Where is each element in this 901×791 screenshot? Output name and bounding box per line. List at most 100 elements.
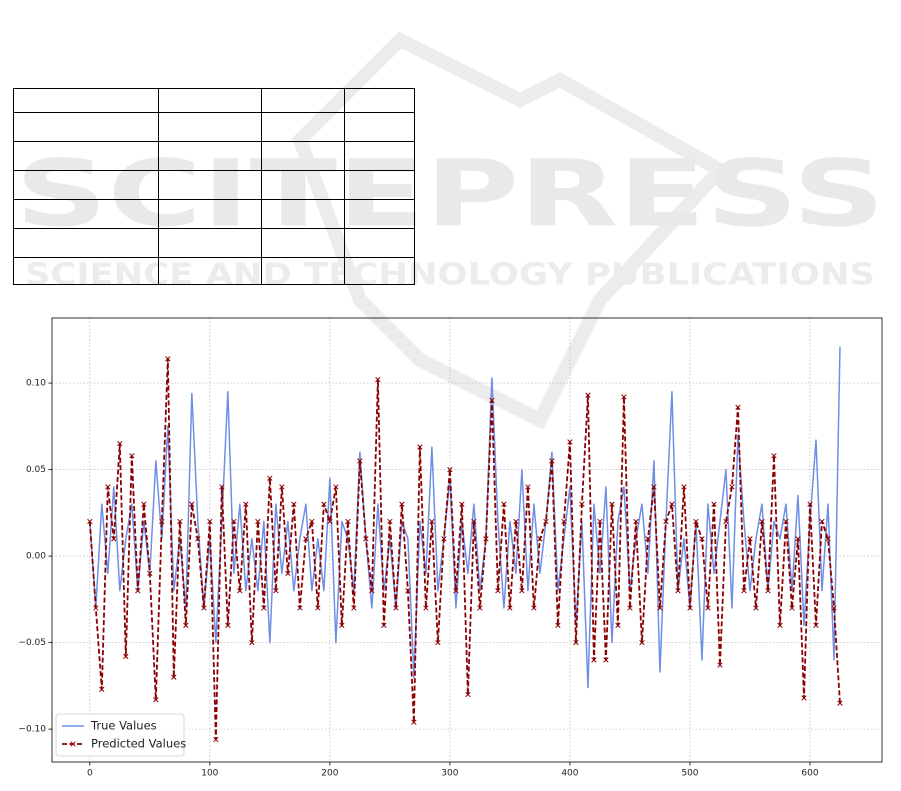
data-point: [171, 674, 177, 680]
data-point: [825, 536, 831, 542]
table-border: [13, 88, 415, 285]
data-point: [345, 518, 351, 525]
data-point: [327, 518, 333, 525]
data-point: [645, 536, 651, 542]
data-point: [411, 719, 417, 725]
data-point: [585, 392, 591, 398]
data-point: [201, 605, 207, 611]
x-tick-label: 300: [441, 769, 458, 779]
data-point: [597, 518, 603, 525]
data-point: [297, 605, 303, 611]
data-point: [375, 376, 381, 383]
watermark-subtitle: SCIENCE AND TECHNOLOGY PUBLICATIONS: [25, 258, 875, 293]
data-point: [243, 501, 249, 507]
data-point: [801, 695, 807, 701]
data-point: [99, 686, 105, 692]
data-point: [177, 518, 183, 525]
data-point: [555, 622, 561, 628]
data-point: [111, 536, 117, 542]
data-point: [423, 605, 429, 611]
watermark-title: SCITEPRESS: [15, 140, 885, 247]
data-point: [591, 657, 597, 663]
data-point: [561, 518, 567, 525]
data-point: [195, 536, 201, 542]
data-point: [441, 536, 447, 542]
data-point: [837, 700, 843, 706]
plot-frame: [51, 317, 883, 763]
data-point: [609, 501, 615, 507]
data-point: [813, 622, 819, 628]
data-point: [789, 605, 795, 611]
data-point: [669, 501, 675, 507]
data-point: [573, 639, 579, 646]
x-tick-label: 200: [321, 769, 338, 779]
data-point: [747, 536, 753, 542]
y-tick-label: 0.00: [26, 552, 46, 562]
y-tick-label: 0.10: [26, 379, 46, 389]
data-point: [783, 518, 789, 525]
data-point: [759, 518, 765, 525]
data-point: [255, 518, 261, 525]
data-point: [237, 588, 243, 594]
data-point: [285, 570, 291, 577]
data-point: [531, 605, 537, 611]
data-point: [351, 605, 357, 611]
watermark: SCITEPRESS SCIENCE AND TECHNOLOGY PUBLIC…: [15, 31, 885, 430]
data-point: [393, 605, 399, 611]
data-point: [249, 639, 255, 646]
data-point: [537, 536, 543, 542]
data-point: [369, 588, 375, 594]
data-point: [315, 605, 321, 611]
data-point: [681, 484, 687, 490]
data-point: [183, 622, 189, 628]
data-point: [513, 518, 519, 525]
series-line: [88, 357, 841, 741]
data-point: [663, 518, 669, 525]
x-tick-label: 500: [681, 769, 698, 779]
data-point: [477, 605, 483, 611]
data-point: [453, 588, 459, 594]
data-point: [717, 662, 723, 668]
data-point: [807, 501, 813, 507]
data-point: [129, 453, 135, 459]
data-point: [429, 518, 435, 525]
data-point: [567, 439, 573, 445]
data-point: [213, 736, 219, 743]
data-point: [777, 622, 783, 628]
data-point: [291, 501, 297, 507]
watermark-swoosh: [291, 31, 732, 430]
data-point: [357, 458, 363, 464]
data-point: [225, 622, 231, 628]
data-point: [765, 588, 771, 594]
data-point: [363, 536, 369, 542]
data-point: [507, 605, 513, 611]
data-point: [711, 501, 717, 507]
data-point: [333, 484, 339, 490]
data-point: [693, 518, 699, 525]
data-point: [723, 518, 729, 525]
data-point: [147, 570, 153, 577]
data-point: [273, 588, 279, 594]
legend-label: Predicted Values: [91, 737, 186, 751]
data-point: [459, 501, 465, 507]
x-tick-label: 0: [87, 769, 93, 779]
data-point: [705, 605, 711, 611]
data-point: [105, 484, 111, 490]
data-point: [141, 501, 147, 507]
table: [13, 88, 415, 285]
series-line: [89, 346, 841, 689]
data-point: [465, 691, 471, 698]
data-point: [207, 518, 213, 525]
data-point: [309, 518, 315, 525]
data-point: [261, 605, 267, 611]
x-tick-label: 600: [801, 769, 818, 779]
data-point: [633, 518, 639, 525]
data-point: [615, 622, 621, 628]
data-point: [303, 536, 309, 542]
data-point: [771, 453, 777, 459]
data-point: [87, 518, 93, 525]
data-point: [387, 518, 393, 525]
data-point: [483, 536, 489, 542]
data-point: [339, 622, 345, 628]
